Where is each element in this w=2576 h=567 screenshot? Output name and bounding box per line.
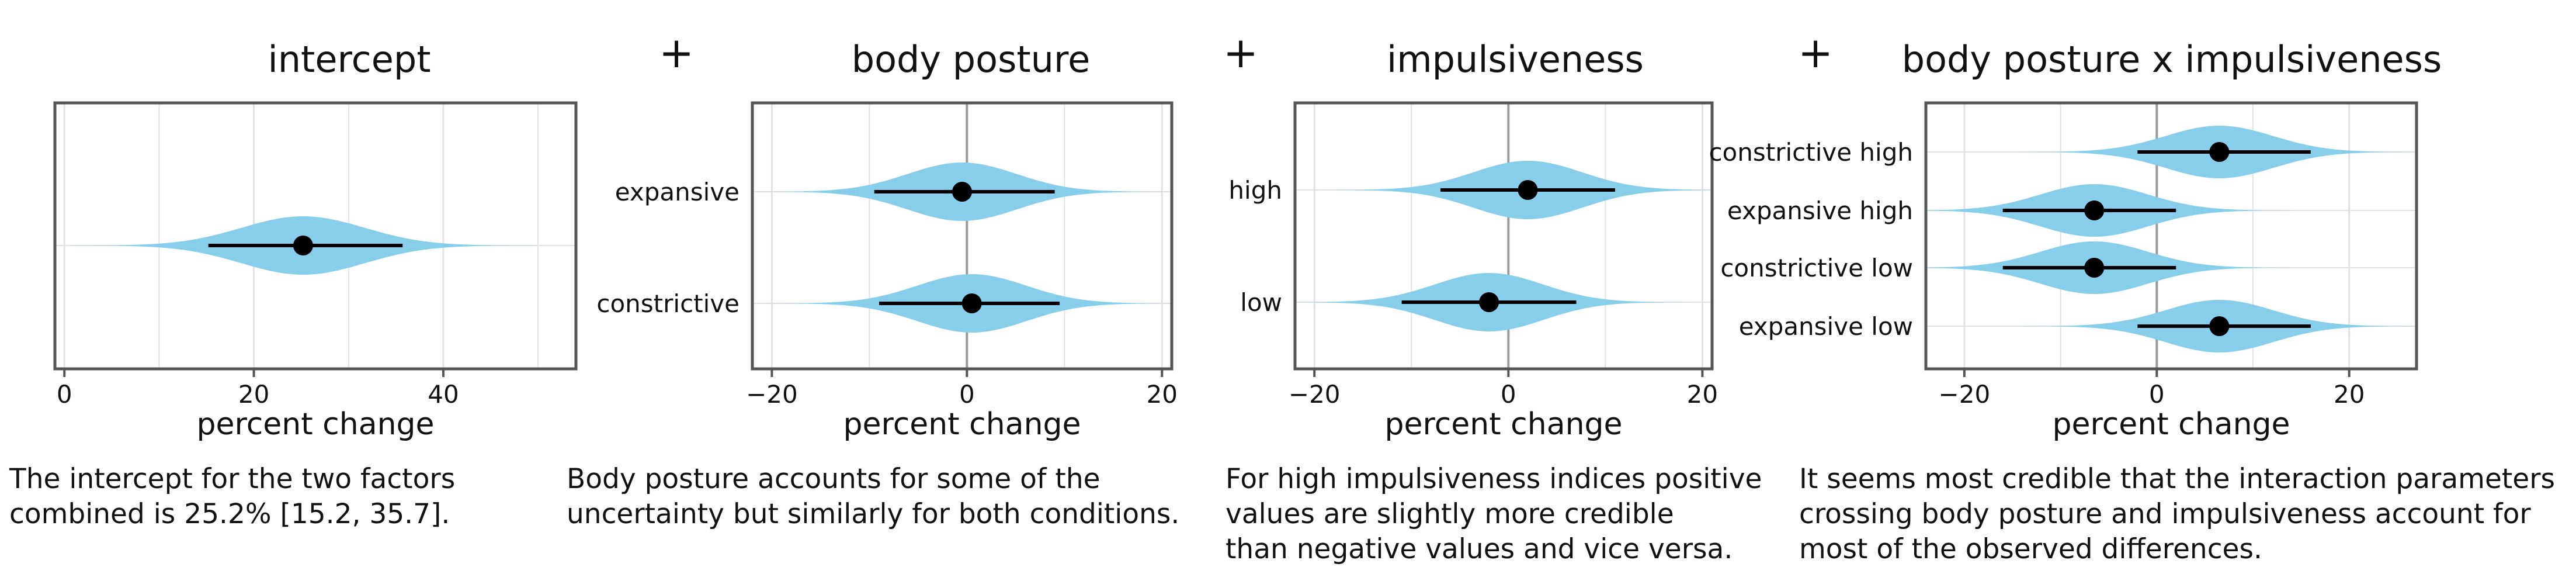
point-estimate — [293, 236, 313, 255]
panel-frame — [1924, 101, 2418, 371]
point-estimate — [2209, 142, 2230, 162]
point-estimate — [1479, 292, 1499, 312]
caption-line: values are slightly more credible — [1225, 498, 1674, 530]
panel-title: impulsiveness — [1387, 38, 1644, 81]
x-tick-label: 0 — [57, 380, 72, 409]
x-tick-label: 0 — [1501, 380, 1516, 409]
caption-line: combined is 25.2% [15.2, 35.7]. — [9, 498, 450, 530]
point-estimate — [2084, 200, 2105, 220]
panel-frame — [1293, 101, 1714, 371]
category-label: constrictive — [596, 289, 740, 318]
caption-line: For high impulsiveness indices positive — [1225, 463, 1762, 495]
plot-area — [752, 103, 1172, 369]
panel-frame — [751, 101, 1174, 371]
panel-frame — [53, 101, 578, 371]
caption-line: crossing body posture and impulsiveness … — [1799, 498, 2531, 530]
x-axis-label: percent change — [196, 407, 434, 442]
caption-line: Body posture accounts for some of the — [567, 463, 1100, 495]
caption-body-posture: Body posture accounts for some of the un… — [567, 462, 1179, 532]
x-tick-label: 0 — [2149, 380, 2165, 409]
plus-operator: + — [1798, 28, 1833, 77]
category-label: high — [1228, 176, 1282, 205]
caption-line: than negative values and vice versa. — [1225, 533, 1733, 565]
point-estimate — [961, 293, 982, 313]
category-label: expansive high — [1727, 196, 1913, 225]
x-tick-label: 20 — [238, 380, 269, 409]
caption-line: The intercept for the two factors — [9, 463, 456, 495]
plot-area — [1926, 103, 2417, 369]
category-label: constrictive high — [1709, 138, 1913, 167]
panel-title: body posture — [852, 38, 1091, 81]
plus-operator: + — [659, 28, 694, 77]
plot-area — [55, 103, 576, 369]
plus-operator: + — [1223, 28, 1258, 77]
x-tick-label: 20 — [1687, 380, 1718, 409]
category-label: low — [1240, 288, 1282, 317]
plot-area — [1295, 103, 1712, 369]
x-axis-label: percent change — [843, 407, 1081, 442]
point-estimate — [952, 182, 972, 202]
x-tick-label: 0 — [959, 380, 975, 409]
category-label: expansive low — [1739, 312, 1913, 341]
caption-impulsiveness: For high impulsiveness indices positive … — [1225, 462, 1762, 567]
x-tick-label: 20 — [1147, 380, 1178, 409]
panel-1: body posture + expansive constrictive −20 0 20… — [596, 28, 1178, 442]
caption-intercept: The intercept for the two factors combin… — [9, 462, 455, 532]
point-estimate — [1518, 180, 1538, 200]
x-tick-label: −20 — [1289, 380, 1341, 409]
x-tick-label: 40 — [428, 380, 459, 409]
category-label: expansive — [615, 178, 740, 206]
category-label: constrictive low — [1720, 254, 1913, 282]
panel-2: impulsiveness + high low −20 0 20 percent chang… — [1223, 28, 1718, 442]
caption-interaction: It seems most credible that the interact… — [1799, 462, 2555, 567]
x-tick-label: −20 — [1939, 380, 1991, 409]
panel-title: body posture x impulsiveness — [1902, 38, 2442, 81]
x-axis-label: percent change — [2052, 407, 2290, 442]
panel-title: intercept — [268, 38, 431, 81]
point-estimate — [2084, 258, 2105, 278]
caption-line: uncertainty but similarly for both condi… — [567, 498, 1180, 530]
panel-3: body posture x impulsiveness + constrictiv… — [1709, 28, 2442, 442]
x-tick-label: −20 — [746, 380, 798, 409]
point-estimate — [2209, 316, 2230, 336]
caption-line: It seems most credible that the interact… — [1799, 463, 2556, 495]
x-axis-label: percent change — [1384, 407, 1622, 442]
x-tick-label: 20 — [2334, 380, 2365, 409]
caption-line: most of the observed differences. — [1799, 533, 2262, 565]
